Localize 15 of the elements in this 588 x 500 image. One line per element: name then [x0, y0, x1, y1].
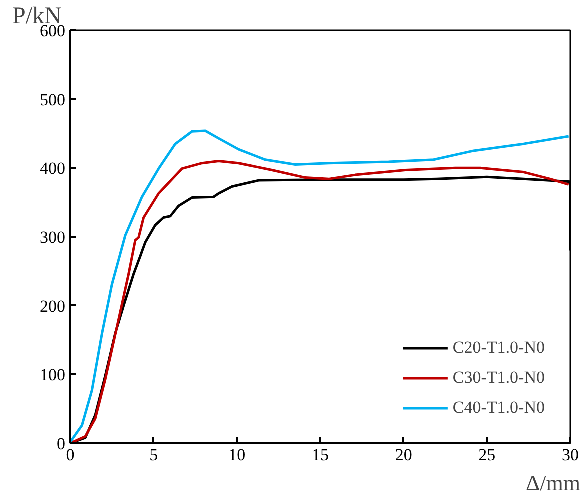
x-tick-label: 20: [395, 446, 412, 464]
x-tick-label: 5: [150, 446, 158, 464]
x-tick-label: 25: [478, 446, 496, 464]
y-tick-label: 100: [40, 366, 66, 385]
legend-label: C30-T1.0-N0: [452, 368, 545, 388]
legend-label: C20-T1.0-N0: [452, 338, 545, 358]
x-tick-label: 30: [562, 446, 579, 464]
y-tick-label: 400: [40, 159, 66, 178]
y-tick-label: 500: [40, 90, 66, 110]
y-tick-label: 200: [40, 296, 66, 316]
x-tick-label: 10: [228, 446, 246, 464]
y-tick-label: 300: [40, 228, 66, 247]
x-axis-title: Δ/mm: [526, 470, 580, 496]
x-tick-label: 15: [312, 446, 329, 464]
legend-label: C40-T1.0-N0: [452, 398, 545, 418]
